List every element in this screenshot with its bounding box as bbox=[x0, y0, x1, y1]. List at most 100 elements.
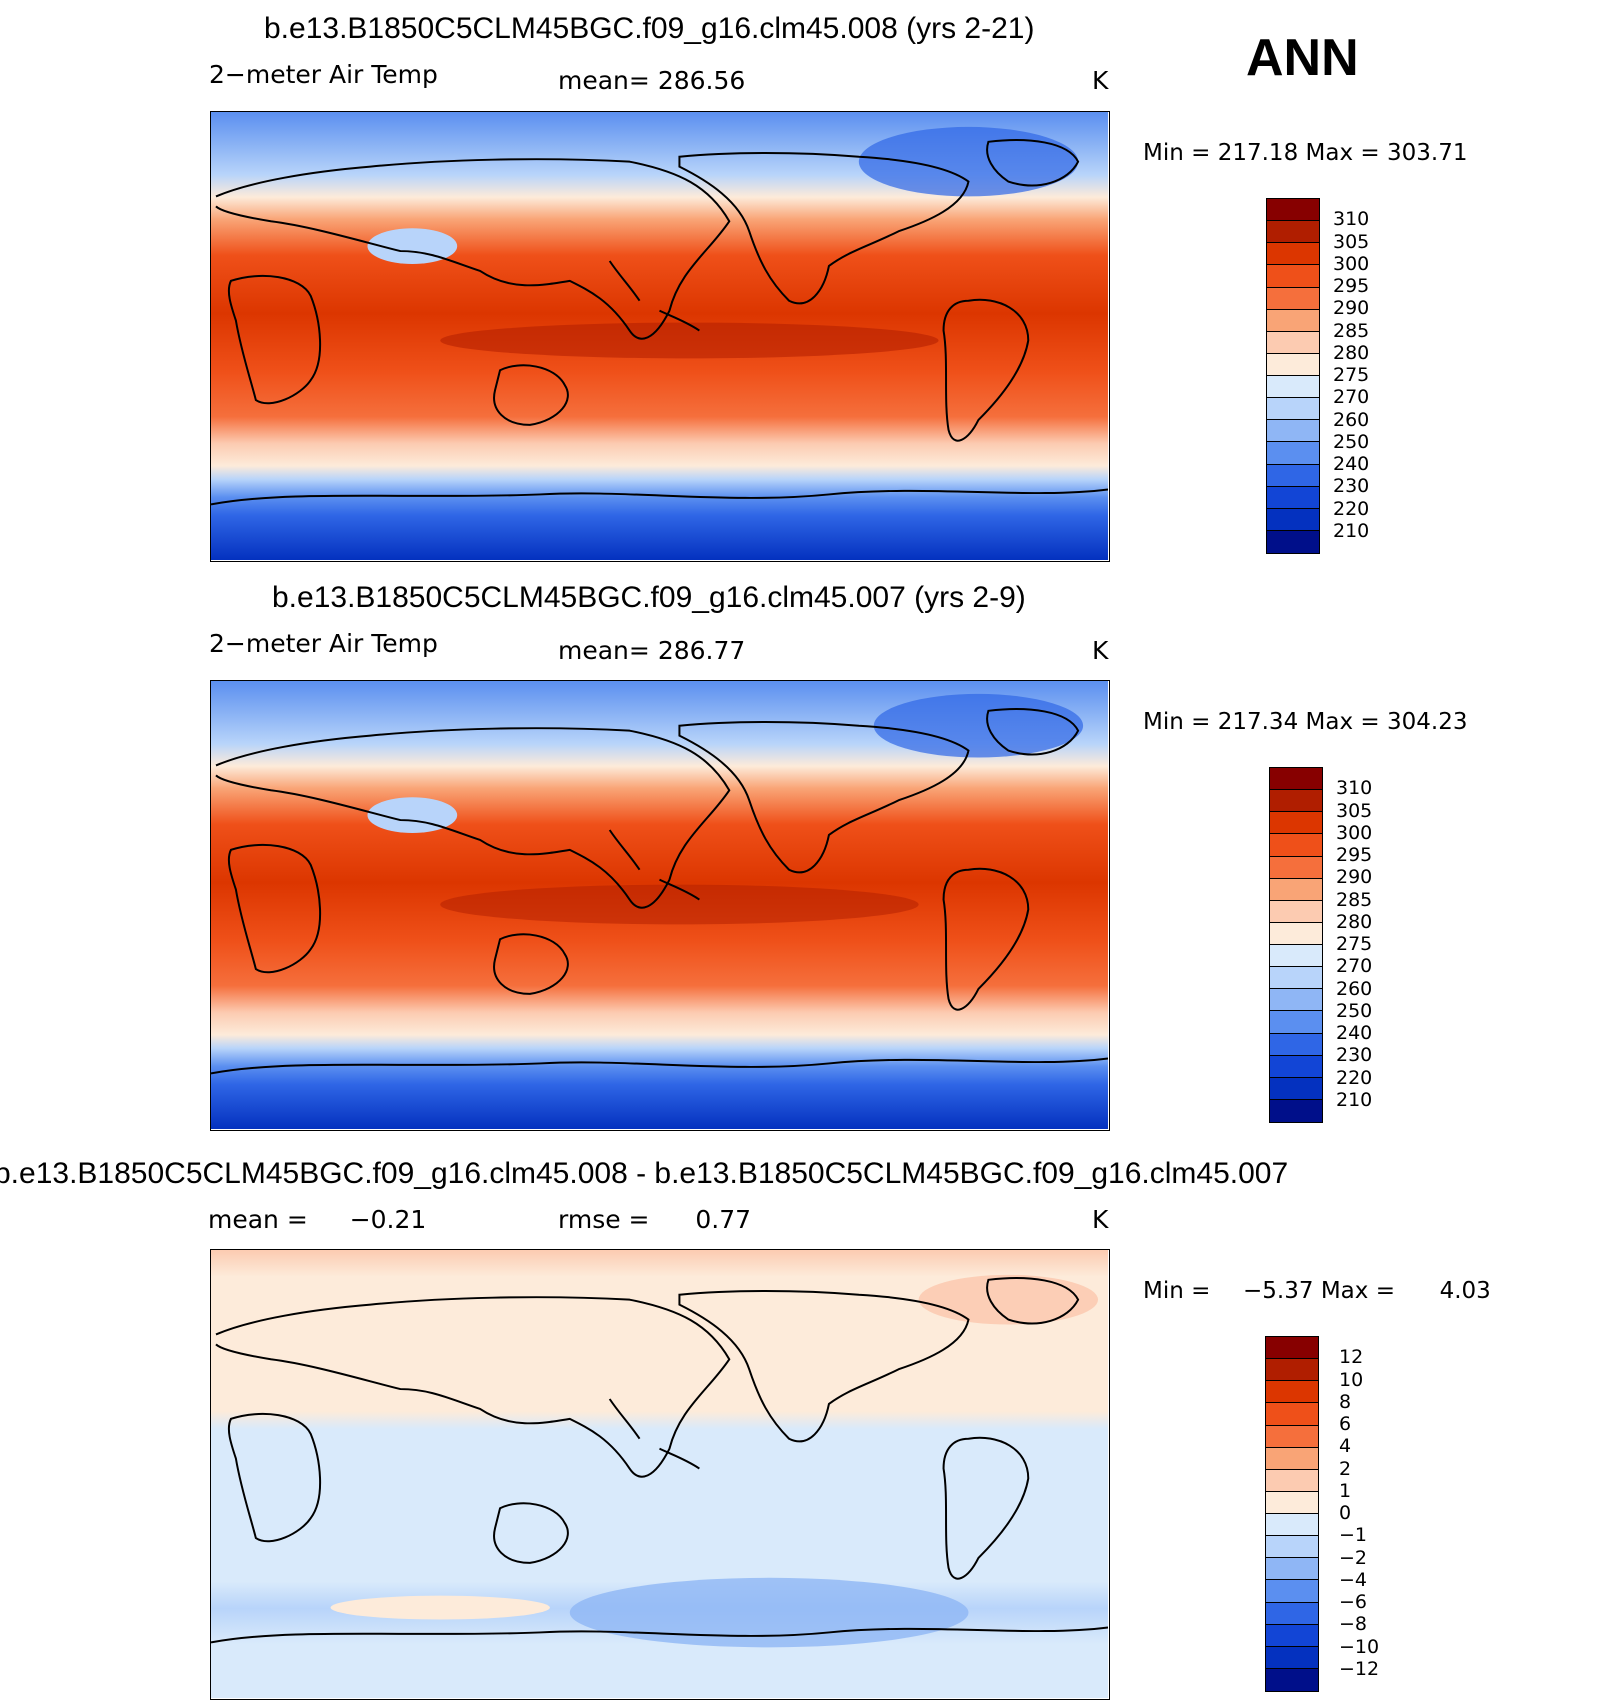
colorbar-segment bbox=[1266, 1668, 1318, 1691]
colorbar-tick-label: −6 bbox=[1339, 1591, 1368, 1613]
colorbar-segment bbox=[1266, 1359, 1318, 1382]
colorbar-segment bbox=[1270, 812, 1322, 835]
colorbar-tick-label: −4 bbox=[1339, 1568, 1368, 1591]
colorbar-segment bbox=[1266, 1536, 1318, 1559]
colorbar-tick-label: 260 bbox=[1336, 977, 1373, 1000]
colorbar-tick-label: 230 bbox=[1333, 475, 1370, 498]
colorbar-segment bbox=[1270, 989, 1322, 1012]
panel2-max-label: Max bbox=[1305, 709, 1354, 735]
colorbar-segment bbox=[1266, 1491, 1318, 1514]
panel1-colorbar bbox=[1266, 198, 1320, 554]
panel3-title: b.e13.B1850C5CLM45BGC.f09_g16.clm45.008 … bbox=[0, 1157, 1289, 1190]
colorbar-tick-label: 240 bbox=[1333, 453, 1370, 475]
panel1-units: K bbox=[1092, 66, 1109, 95]
colorbar-tick-label: 305 bbox=[1336, 799, 1373, 822]
colorbar-segment bbox=[1267, 331, 1319, 354]
colorbar-tick-label: 2 bbox=[1339, 1457, 1352, 1480]
colorbar-segment bbox=[1270, 900, 1322, 923]
panel3-max-value: 4.03 bbox=[1439, 1278, 1491, 1304]
colorbar-segment bbox=[1270, 1077, 1322, 1100]
panel2-min-label: Min bbox=[1143, 709, 1184, 735]
colorbar-tick-label: 285 bbox=[1336, 888, 1373, 911]
panel1-max-label: Max bbox=[1305, 140, 1354, 166]
colorbar-segment bbox=[1270, 1055, 1322, 1078]
colorbar-tick-label: 280 bbox=[1333, 341, 1370, 364]
colorbar-segment bbox=[1270, 967, 1322, 990]
colorbar-tick-label: 230 bbox=[1336, 1044, 1373, 1067]
panel3-min-value: −5.37 bbox=[1243, 1278, 1314, 1304]
colorbar-tick-label: 220 bbox=[1333, 497, 1370, 520]
colorbar-segment bbox=[1267, 530, 1319, 553]
colorbar-tick-label: 240 bbox=[1336, 1022, 1373, 1044]
panel3-mean: mean = −0.21 bbox=[208, 1205, 426, 1234]
colorbar-tick-label: 8 bbox=[1339, 1390, 1352, 1413]
colorbar-segment bbox=[1270, 1099, 1322, 1122]
colorbar-tick-label: 275 bbox=[1333, 364, 1370, 386]
panel1-min-label: Min bbox=[1143, 140, 1184, 166]
panel2-minmax: Min = 217.34 Max = 304.23 bbox=[1143, 709, 1468, 735]
colorbar-tick-label: 10 bbox=[1339, 1368, 1364, 1391]
colorbar-segment bbox=[1270, 945, 1322, 968]
colorbar-segment bbox=[1267, 287, 1319, 310]
colorbar-tick-label: 210 bbox=[1333, 519, 1370, 542]
colorbar-tick-label: 290 bbox=[1336, 866, 1373, 889]
colorbar-tick-label: 250 bbox=[1336, 999, 1373, 1022]
colorbar-tick-label: 270 bbox=[1333, 386, 1370, 409]
panel3-coastlines bbox=[211, 1277, 1108, 1644]
colorbar-segment bbox=[1266, 1447, 1318, 1470]
panel3-min-label: Min bbox=[1143, 1278, 1184, 1304]
colorbar-segment bbox=[1270, 856, 1322, 879]
colorbar-segment bbox=[1270, 834, 1322, 857]
panel2-mean-value: 286.77 bbox=[657, 636, 746, 665]
panel1-mean-label: mean= bbox=[558, 66, 650, 95]
panel3-max-label: Max bbox=[1320, 1278, 1369, 1304]
panel1-map-svg bbox=[211, 112, 1108, 560]
panel1-mean-value: 286.56 bbox=[657, 66, 746, 95]
panel1-title: b.e13.B1850C5CLM45BGC.f09_g16.clm45.008 … bbox=[264, 12, 1035, 45]
colorbar-tick-label: 12 bbox=[1339, 1346, 1364, 1369]
colorbar-segment bbox=[1266, 1381, 1318, 1404]
colorbar-tick-label: 290 bbox=[1333, 297, 1370, 320]
panel2-mean-label: mean= bbox=[558, 636, 650, 665]
colorbar-tick-label: 210 bbox=[1336, 1088, 1373, 1111]
colorbar-segment bbox=[1267, 376, 1319, 399]
colorbar-segment bbox=[1267, 265, 1319, 288]
panel2-min-value: 217.34 bbox=[1217, 709, 1299, 735]
panel2-map bbox=[210, 680, 1110, 1131]
panel3-mean-value: −0.21 bbox=[349, 1205, 427, 1234]
colorbar-segment bbox=[1266, 1558, 1318, 1581]
colorbar-tick-label: 4 bbox=[1339, 1435, 1352, 1458]
colorbar-tick-label: 220 bbox=[1336, 1066, 1373, 1089]
panel3-mean-label: mean = bbox=[208, 1205, 308, 1234]
colorbar-tick-label: 295 bbox=[1336, 844, 1373, 866]
colorbar-tick-label: 250 bbox=[1333, 430, 1370, 453]
colorbar-tick-label: −10 bbox=[1339, 1635, 1380, 1658]
colorbar-segment bbox=[1267, 486, 1319, 509]
season-label: ANN bbox=[1246, 29, 1359, 87]
panel1-max-value: 303.71 bbox=[1386, 140, 1468, 166]
colorbar-segment bbox=[1266, 1337, 1318, 1360]
panel3-colorbar bbox=[1265, 1336, 1319, 1692]
panel2-coastlines bbox=[211, 708, 1108, 1075]
colorbar-tick-label: 300 bbox=[1336, 821, 1373, 844]
colorbar-tick-label: 285 bbox=[1333, 319, 1370, 342]
colorbar-segment bbox=[1270, 1033, 1322, 1056]
colorbar-segment bbox=[1267, 353, 1319, 376]
colorbar-tick-label: −8 bbox=[1339, 1613, 1368, 1636]
panel2-units: K bbox=[1092, 636, 1109, 665]
colorbar-segment bbox=[1267, 243, 1319, 266]
colorbar-segment bbox=[1270, 878, 1322, 901]
panel2-variable: 2−meter Air Temp bbox=[209, 629, 438, 658]
colorbar-segment bbox=[1267, 442, 1319, 465]
panel3-rmse: rmse = 0.77 bbox=[558, 1205, 751, 1234]
panel3-units: K bbox=[1092, 1205, 1109, 1234]
colorbar-tick-label: 310 bbox=[1336, 777, 1373, 800]
panel1-minmax: Min = 217.18 Max = 303.71 bbox=[1143, 140, 1468, 166]
panel1-min-value: 217.18 bbox=[1217, 140, 1299, 166]
colorbar-segment bbox=[1267, 464, 1319, 487]
colorbar-segment bbox=[1267, 309, 1319, 332]
colorbar-tick-label: 0 bbox=[1339, 1502, 1352, 1524]
colorbar-tick-label: 295 bbox=[1333, 275, 1370, 297]
colorbar-segment bbox=[1270, 1011, 1322, 1034]
panel1-map bbox=[210, 111, 1110, 562]
